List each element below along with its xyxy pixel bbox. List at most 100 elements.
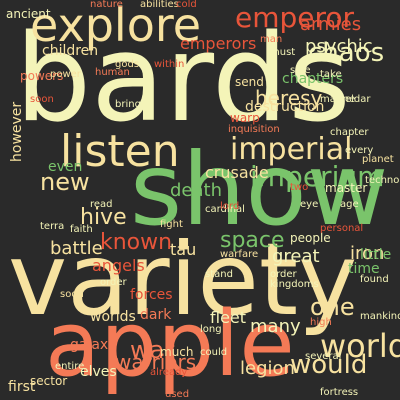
word-bards: bards: [15, 10, 351, 149]
word-nature: nature: [90, 0, 123, 10]
word-order-2: order: [270, 269, 297, 280]
word-battle: battle: [50, 238, 103, 259]
word-warp: warp: [230, 111, 260, 125]
word-first: first: [8, 379, 36, 395]
word-ancient: ancient: [6, 7, 51, 21]
word-planet: planet: [362, 154, 394, 165]
word-hive: hive: [80, 205, 127, 230]
word-cold: cold: [176, 0, 197, 10]
word-destruction: destruction: [245, 99, 325, 115]
word-war: war: [130, 336, 175, 364]
word-chapter: chapter: [330, 127, 369, 138]
word-little: little: [360, 247, 392, 263]
word-powers: powers: [20, 69, 64, 83]
word-entire: entire: [55, 361, 85, 372]
word-abilities: abilities: [140, 0, 179, 10]
word-inquisition: inquisition: [228, 124, 280, 135]
word-cardinal: cardinal: [205, 204, 245, 215]
word-human: human: [95, 67, 130, 78]
word-tau: tau: [170, 240, 197, 259]
word-fleet: fleet: [210, 308, 247, 327]
word-imperial: imperial: [230, 132, 353, 167]
word-great: great: [272, 246, 320, 267]
word-many: many: [250, 316, 301, 337]
word-legion: legion: [240, 358, 295, 379]
word-stand: stand: [205, 269, 233, 280]
word-emperor: emperor: [235, 1, 355, 34]
word-warriors: warriors: [115, 350, 197, 374]
word-people: people: [290, 231, 331, 245]
word-children: children: [42, 43, 99, 59]
word-death: death: [170, 180, 222, 201]
word-time: time: [348, 261, 380, 277]
word-power: power: [50, 69, 81, 80]
word-must: must: [270, 47, 296, 58]
word-found: found: [360, 274, 389, 285]
word-soon: soon: [30, 94, 54, 105]
word-warfare: warfare: [220, 249, 259, 260]
word-side: side: [290, 65, 311, 76]
word-armies: armies: [300, 14, 362, 35]
word-new: new: [40, 168, 90, 196]
word-angels: angels: [92, 256, 145, 275]
word-show: show: [130, 131, 389, 248]
word-marine: marine: [320, 94, 356, 105]
word-order: order: [100, 277, 127, 288]
word-faith: faith: [70, 224, 93, 235]
word-kingdoms: kingdoms: [270, 279, 319, 290]
word-within: within: [154, 59, 185, 70]
word-eye: eye: [300, 199, 319, 210]
word-dark: dark: [140, 307, 172, 323]
word-several: several: [305, 351, 342, 362]
word-age: age: [340, 199, 359, 210]
word-take: take: [320, 69, 342, 80]
word-gods: gods: [115, 59, 140, 70]
word-iron: iron: [350, 243, 385, 264]
word-eldar: eldar: [345, 94, 371, 105]
word-master: master: [325, 181, 368, 195]
word-emperors: emperors: [180, 34, 257, 53]
word-chaos: chaos: [308, 38, 385, 68]
word-even: even: [48, 159, 83, 175]
word-terra: terra: [40, 221, 65, 232]
word-forces: forces: [130, 287, 173, 303]
word-however: however: [9, 101, 25, 162]
word-bring: bring: [115, 99, 141, 110]
word-explore: explore: [30, 0, 202, 52]
word-already: already: [150, 367, 188, 378]
word-variety: variety: [8, 221, 358, 338]
word-known: known: [100, 230, 173, 255]
word-heresy: heresy: [255, 86, 323, 110]
word-personal: personal: [320, 223, 364, 234]
word-two: two: [290, 182, 309, 193]
word-would: would: [290, 350, 368, 380]
word-mankind: mankind: [360, 311, 400, 322]
word-sector: sector: [30, 374, 68, 388]
word-send: send: [235, 75, 264, 89]
word-long: long: [200, 324, 222, 335]
word-fortress: fortress: [320, 387, 359, 398]
word-world: world: [320, 327, 400, 365]
word-worlds: worlds: [90, 309, 136, 325]
word-galaxy: galaxy: [70, 337, 117, 353]
word-imperium: imperium: [250, 160, 385, 193]
word-space: space: [220, 228, 285, 253]
word-much: much: [160, 345, 194, 359]
word-read: read: [90, 199, 113, 210]
word-apple: apple: [45, 292, 295, 397]
word-one: one: [310, 293, 355, 321]
word-every: every: [345, 145, 374, 156]
word-psychic: psychic: [305, 36, 373, 57]
word-soon-2: soon: [60, 289, 84, 300]
word-listen: listen: [60, 126, 180, 177]
word-elves: elves: [80, 364, 117, 380]
word-crusade: crusade: [205, 163, 269, 182]
word-fight: fight: [160, 219, 183, 230]
word-lord: lord: [220, 201, 240, 212]
word-high: high: [310, 317, 332, 328]
word-man: man: [260, 34, 283, 45]
word-could: could: [200, 347, 228, 358]
word-technology: technology: [365, 175, 400, 186]
word-chapters: chapters: [282, 71, 344, 87]
